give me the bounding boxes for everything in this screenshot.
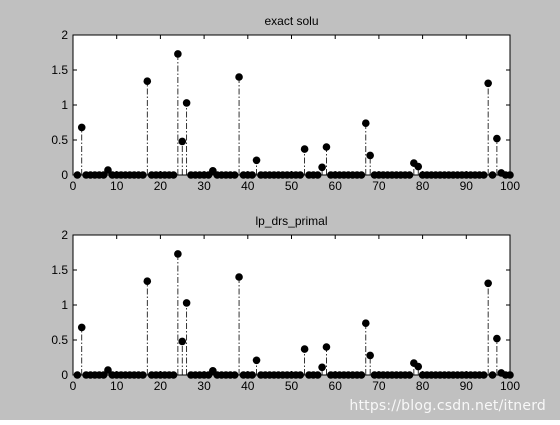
chart2-data-point xyxy=(248,371,256,379)
chart1-ytick-label: 0 xyxy=(61,168,68,182)
chart1-xtick-label: 70 xyxy=(372,179,386,193)
chart2-axes: lp_drs_primal 0 10 20 30 40 50 60 70 80 90 100 0 0.5 1… xyxy=(51,214,520,393)
chart1-data-point xyxy=(230,171,239,179)
chart1-data-point xyxy=(322,143,331,151)
chart1-data-point xyxy=(296,171,305,179)
chart1-xtick-label: 40 xyxy=(241,179,255,193)
chart1-data-point xyxy=(366,151,374,160)
chart1-axes: exact solu 0 10 20 30 40 50 60 70 80 90 100 0 0.5 1 1.5… xyxy=(51,14,520,193)
chart2-data-point xyxy=(300,345,309,353)
chart2-data-point xyxy=(479,371,488,379)
chart2-data-point xyxy=(361,319,370,328)
watermark-text: https://blog.csdn.net/itnerd xyxy=(349,398,546,414)
chart1-data-point xyxy=(414,162,423,171)
chart2-data-point xyxy=(506,371,514,379)
chart1-data-point xyxy=(73,171,82,179)
chart2-data-point xyxy=(230,371,239,379)
chart2-xtick-label: 30 xyxy=(197,379,211,393)
chart1-data-point xyxy=(104,166,112,174)
chart1-xtick-label: 10 xyxy=(110,179,124,193)
chart1-data-point xyxy=(405,171,414,179)
chart2-data-point xyxy=(99,371,108,379)
chart2-data-point xyxy=(252,356,261,365)
chart2-data-point xyxy=(488,371,497,379)
chart1-xtick-label: 60 xyxy=(329,179,343,193)
chart2-data-point xyxy=(414,362,423,371)
chart2-data-point xyxy=(405,371,414,379)
chart1-data-point xyxy=(174,50,182,58)
chart2-data-point xyxy=(169,371,178,379)
chart2-ytick-label: 2 xyxy=(61,228,68,242)
chart1-xtick-label: 50 xyxy=(285,179,299,193)
chart2-data-point xyxy=(313,371,322,379)
chart1-data-point xyxy=(169,171,178,179)
chart1-data-point xyxy=(99,171,108,179)
chart1-data-point xyxy=(300,145,309,153)
chart1-data-point xyxy=(318,163,326,172)
chart2-xtick-label: 80 xyxy=(416,379,430,393)
chart2-data-point xyxy=(174,250,182,258)
chart1-ytick-label: 0.5 xyxy=(51,133,68,147)
chart2-data-point xyxy=(104,366,112,374)
chart2-data-point xyxy=(296,371,305,379)
chart1-xtick-label: 80 xyxy=(416,179,430,193)
chart2-data-point xyxy=(143,277,152,286)
chart1-xtick-label: 20 xyxy=(154,179,168,193)
chart2-data-point xyxy=(139,371,147,379)
chart1-ytick-label: 1 xyxy=(61,98,68,112)
chart2-plot-area xyxy=(72,234,511,376)
chart1-data-point xyxy=(493,134,501,143)
chart1-data-point xyxy=(182,99,191,107)
chart2-data-point xyxy=(182,299,191,307)
chart2-data-point xyxy=(493,334,501,343)
chart2-xtick-label: 0 xyxy=(70,379,77,393)
chart2-ytick-label: 1 xyxy=(61,298,68,312)
chart1-data-point xyxy=(506,171,514,179)
chart2-data-point xyxy=(318,363,326,372)
chart2-xtick-label: 100 xyxy=(500,379,520,393)
chart2-title: lp_drs_primal xyxy=(255,214,327,228)
chart1-data-point xyxy=(252,156,261,165)
chart1-data-point xyxy=(248,171,256,179)
chart2-ytick-label: 0 xyxy=(61,368,68,382)
chart1-data-point xyxy=(77,123,86,132)
chart2-ytick-label: 1.5 xyxy=(51,263,68,277)
chart1-data-point xyxy=(484,79,492,88)
chart1-xtick-label: 100 xyxy=(500,179,520,193)
chart2-xtick-label: 70 xyxy=(372,379,386,393)
chart1-data-point xyxy=(479,171,488,179)
chart1-xtick-label: 30 xyxy=(197,179,211,193)
chart1-data-point xyxy=(143,77,152,85)
chart2-data-point xyxy=(77,323,86,332)
chart2-data-point xyxy=(484,279,492,288)
chart2-xtick-label: 60 xyxy=(329,379,343,393)
chart1-xtick-label: 90 xyxy=(460,179,474,193)
chart1-data-point xyxy=(488,171,497,179)
chart2-data-point xyxy=(73,371,82,379)
chart1-title: exact solu xyxy=(264,14,318,28)
chart2-ytick-label: 0.5 xyxy=(51,333,68,347)
chart2-data-point xyxy=(357,371,366,379)
chart1-data-point xyxy=(313,171,322,179)
chart2-xtick-label: 50 xyxy=(285,379,299,393)
chart1-ytick-label: 1.5 xyxy=(51,63,68,77)
chart2-data-point xyxy=(178,337,187,346)
chart1-plot-area xyxy=(72,34,511,176)
chart2-data-point xyxy=(235,273,243,281)
chart1-data-point xyxy=(178,137,187,146)
chart2-data-point xyxy=(366,351,374,360)
chart1-ytick-label: 2 xyxy=(61,28,68,42)
chart2-xtick-label: 20 xyxy=(154,379,168,393)
chart1-data-point xyxy=(357,171,366,179)
chart1-data-point xyxy=(235,73,243,81)
chart2-xtick-label: 90 xyxy=(460,379,474,393)
chart2-xtick-label: 40 xyxy=(241,379,255,393)
chart1-data-point xyxy=(361,119,370,127)
chart2-xtick-label: 10 xyxy=(110,379,124,393)
chart1-xtick-label: 0 xyxy=(70,179,77,193)
chart1-data-point xyxy=(139,171,147,179)
chart2-data-point xyxy=(322,343,331,351)
